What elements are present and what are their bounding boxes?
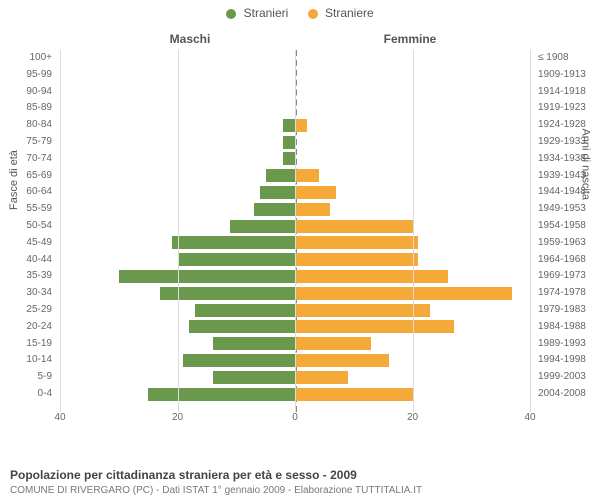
year-label: 1979-1983 xyxy=(538,302,598,318)
legend-female-label: Straniere xyxy=(325,6,374,20)
year-label: 1914-1918 xyxy=(538,84,598,100)
bar-male xyxy=(178,253,296,266)
age-label: 95-99 xyxy=(2,67,52,83)
year-label: 1959-1963 xyxy=(538,235,598,251)
age-label: 90-94 xyxy=(2,84,52,100)
legend-male: Stranieri xyxy=(226,6,288,20)
bar-female xyxy=(295,270,448,283)
legend-male-label: Stranieri xyxy=(244,6,289,20)
age-label: 65-69 xyxy=(2,168,52,184)
col-header-female: Femmine xyxy=(320,32,500,46)
bar-male xyxy=(189,320,295,333)
bar-female xyxy=(295,253,418,266)
chart-area: Maschi Femmine 100+≤ 190895-991909-19139… xyxy=(60,32,530,432)
year-label: 1939-1943 xyxy=(538,168,598,184)
bar-male xyxy=(230,220,295,233)
year-label: 1934-1938 xyxy=(538,151,598,167)
year-label: 1929-1933 xyxy=(538,134,598,150)
bar-male xyxy=(283,152,295,165)
bar-male xyxy=(213,337,295,350)
age-label: 50-54 xyxy=(2,218,52,234)
year-label: 1964-1968 xyxy=(538,252,598,268)
bar-male xyxy=(183,354,295,367)
age-label: 20-24 xyxy=(2,319,52,335)
year-label: ≤ 1908 xyxy=(538,50,598,66)
bar-female xyxy=(295,186,336,199)
bar-female xyxy=(295,220,413,233)
bar-male xyxy=(283,119,295,132)
x-tick: 40 xyxy=(524,412,535,423)
bar-female xyxy=(295,304,430,317)
year-label: 1954-1958 xyxy=(538,218,598,234)
bar-female xyxy=(295,236,418,249)
age-label: 25-29 xyxy=(2,302,52,318)
age-label: 5-9 xyxy=(2,369,52,385)
year-label: 1994-1998 xyxy=(538,352,598,368)
year-label: 1944-1948 xyxy=(538,184,598,200)
x-tick: 0 xyxy=(292,412,298,423)
age-label: 40-44 xyxy=(2,252,52,268)
year-label: 1984-1988 xyxy=(538,319,598,335)
age-label: 100+ xyxy=(2,50,52,66)
bar-male xyxy=(254,203,295,216)
col-header-male: Maschi xyxy=(100,32,280,46)
year-label: 1989-1993 xyxy=(538,336,598,352)
age-label: 80-84 xyxy=(2,117,52,133)
bar-male xyxy=(283,136,295,149)
bar-male xyxy=(160,287,295,300)
gridline xyxy=(413,50,414,412)
year-label: 2004-2008 xyxy=(538,386,598,402)
age-label: 10-14 xyxy=(2,352,52,368)
age-label: 60-64 xyxy=(2,184,52,200)
year-label: 1919-1923 xyxy=(538,100,598,116)
legend-female: Straniere xyxy=(308,6,374,20)
age-label: 55-59 xyxy=(2,201,52,217)
legend: Stranieri Straniere xyxy=(0,0,600,20)
gridline xyxy=(60,50,61,412)
plot: 100+≤ 190895-991909-191390-941914-191885… xyxy=(60,50,530,412)
bar-female xyxy=(295,354,389,367)
x-tick: 20 xyxy=(172,412,183,423)
age-label: 0-4 xyxy=(2,386,52,402)
x-tick: 20 xyxy=(407,412,418,423)
bar-female xyxy=(295,371,348,384)
gridline xyxy=(295,50,296,412)
year-label: 1969-1973 xyxy=(538,268,598,284)
legend-female-swatch xyxy=(308,9,318,19)
bar-female xyxy=(295,388,413,401)
age-label: 45-49 xyxy=(2,235,52,251)
bar-male xyxy=(119,270,295,283)
age-label: 15-19 xyxy=(2,336,52,352)
bar-female xyxy=(295,337,371,350)
year-label: 1924-1928 xyxy=(538,117,598,133)
year-label: 1949-1953 xyxy=(538,201,598,217)
gridline xyxy=(530,50,531,412)
pyramid-chart: Stranieri Straniere Fasce di età Anni di… xyxy=(0,0,600,500)
x-tick: 40 xyxy=(54,412,65,423)
bar-male xyxy=(172,236,295,249)
chart-title: Popolazione per cittadinanza straniera p… xyxy=(10,468,357,482)
bar-male xyxy=(195,304,295,317)
age-label: 85-89 xyxy=(2,100,52,116)
legend-male-swatch xyxy=(226,9,236,19)
age-label: 70-74 xyxy=(2,151,52,167)
bar-male xyxy=(266,169,295,182)
bar-male xyxy=(148,388,295,401)
bar-female xyxy=(295,203,330,216)
bar-female xyxy=(295,169,319,182)
bar-female xyxy=(295,320,454,333)
year-label: 1999-2003 xyxy=(538,369,598,385)
age-label: 35-39 xyxy=(2,268,52,284)
bar-female xyxy=(295,287,512,300)
gridline xyxy=(178,50,179,412)
age-label: 30-34 xyxy=(2,285,52,301)
x-axis: 402002040 xyxy=(60,412,530,432)
year-label: 1974-1978 xyxy=(538,285,598,301)
bar-male xyxy=(260,186,295,199)
age-label: 75-79 xyxy=(2,134,52,150)
bar-male xyxy=(213,371,295,384)
year-label: 1909-1913 xyxy=(538,67,598,83)
bar-female xyxy=(295,119,307,132)
chart-subtitle: COMUNE DI RIVERGARO (PC) - Dati ISTAT 1°… xyxy=(10,485,422,496)
